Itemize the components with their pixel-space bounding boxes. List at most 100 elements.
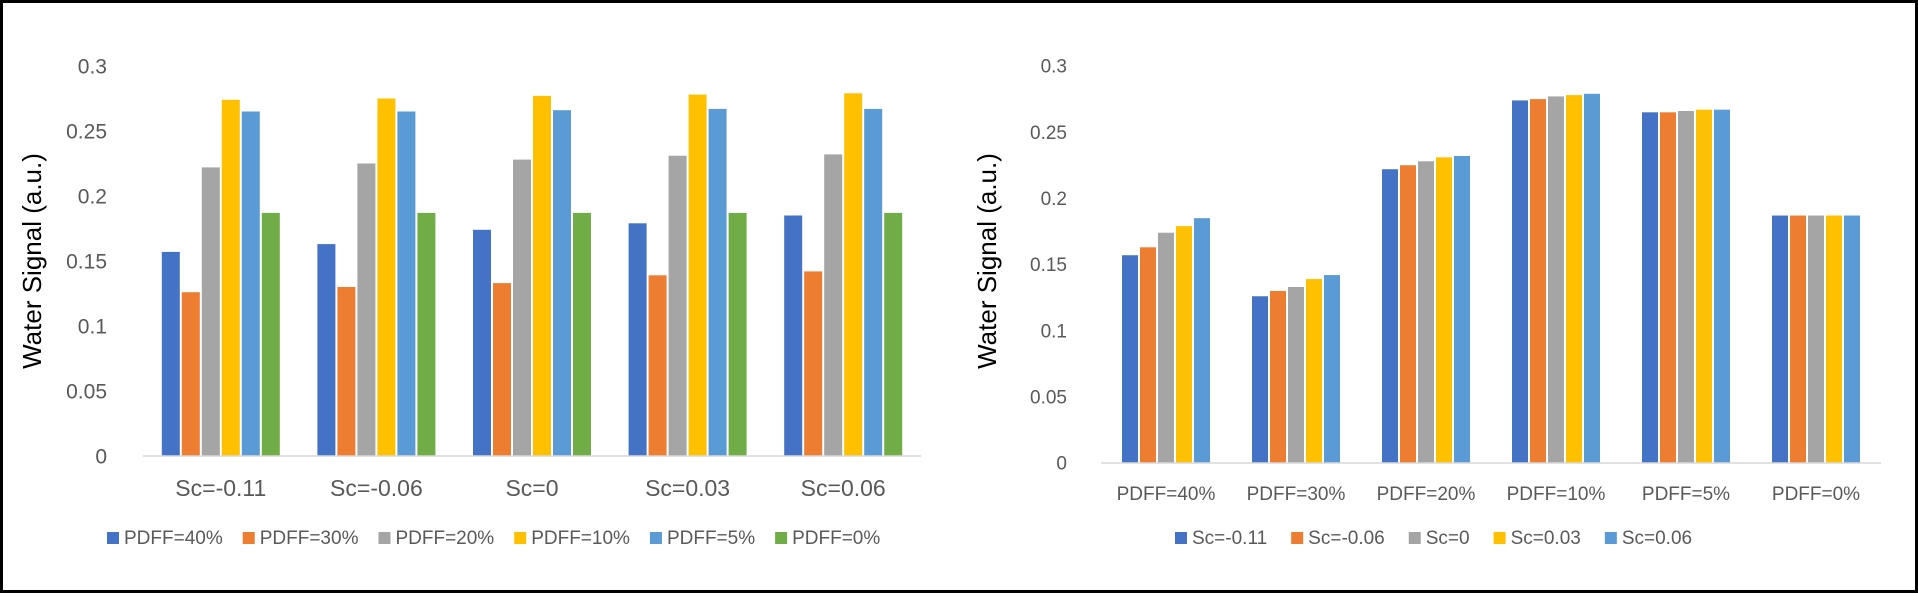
bar-pdff0-3 — [728, 212, 747, 456]
bar-sc0.06-2 — [1454, 155, 1470, 463]
x-tick-label: PDFF=30% — [1247, 484, 1346, 505]
chart-left: 0 0.05 0.1 0.15 0.2 0.25 0.3 Water Signal (a.u.… — [17, 55, 921, 549]
bar-pdff10-1 — [377, 98, 396, 456]
bar-sc0-0 — [1158, 232, 1174, 463]
bar-sc-0.11-1 — [1252, 296, 1268, 463]
bar-pdff30-1 — [337, 287, 356, 456]
bar-sc-0.06-3 — [1530, 99, 1546, 463]
bar-sc0.06-5 — [1844, 215, 1860, 463]
legend-label: PDFF=0% — [792, 528, 880, 549]
bar-pdff20-2 — [513, 159, 531, 456]
y-tick-label: 0.3 — [78, 55, 107, 78]
y-tick-label: 0.15 — [1030, 255, 1067, 276]
legend-swatch — [649, 532, 662, 544]
bar-pdff40-1 — [317, 244, 336, 456]
bar-sc-0.06-2 — [1400, 165, 1416, 463]
y-tick-label: 0.25 — [66, 120, 107, 143]
bar-sc-0.11-3 — [1512, 100, 1528, 463]
bar-sc0-3 — [1548, 96, 1564, 463]
bar-pdff30-2 — [493, 283, 511, 456]
y-tick-label: 0.25 — [1030, 123, 1067, 144]
x-tick-label: PDFF=40% — [1117, 484, 1216, 505]
legend-label: PDFF=40% — [124, 528, 223, 549]
bar-pdff5-4 — [864, 108, 883, 457]
legend-label: Sc=-0.06 — [1308, 528, 1385, 549]
legend-swatch — [242, 532, 255, 544]
legend-swatch — [378, 532, 391, 544]
bar-sc0-2 — [1418, 161, 1434, 463]
legend-swatch — [775, 532, 788, 544]
y-tick-label: 0 — [1056, 454, 1067, 475]
y-tick-label: 0.1 — [1041, 321, 1067, 342]
legend-swatch — [1408, 532, 1421, 544]
bar-pdff30-4 — [804, 271, 823, 456]
bar-sc0.03-3 — [1566, 95, 1582, 463]
bar-pdff20-3 — [668, 155, 687, 456]
bar-pdff10-2 — [533, 95, 551, 457]
bar-sc-0.11-4 — [1642, 112, 1658, 464]
legend-label: PDFF=20% — [395, 528, 494, 549]
y-axis-title: Water Signal (a.u.) — [972, 153, 1002, 369]
y-tick-label: 0.2 — [78, 185, 107, 208]
bar-pdff0-2 — [573, 212, 591, 456]
bar-pdff5-3 — [708, 108, 727, 457]
y-axis-title: Water Signal (a.u.) — [17, 153, 47, 369]
bar-sc0-4 — [1678, 110, 1694, 463]
legend-swatch — [1291, 532, 1304, 544]
bar-pdff20-1 — [357, 163, 376, 456]
bar-pdff30-3 — [648, 275, 667, 456]
bar-pdff0-0 — [261, 212, 280, 456]
legend-label: Sc=0.03 — [1511, 528, 1581, 549]
y-tick-label: 0.1 — [78, 315, 107, 338]
bar-sc0.06-0 — [1194, 218, 1210, 463]
bar-sc-0.06-0 — [1140, 247, 1156, 463]
bar-sc-0.06-4 — [1660, 112, 1676, 464]
bar-pdff40-4 — [784, 215, 803, 456]
chart-right: 0 0.05 0.1 0.15 0.2 0.25 0.3 Water Signal (a.u.… — [972, 57, 1881, 549]
y-tick-label: 0.3 — [1041, 57, 1067, 78]
bar-pdff40-3 — [628, 223, 647, 456]
legend-swatch — [107, 532, 119, 544]
x-tick-label: Sc=0.06 — [801, 475, 886, 501]
legend-swatch — [1175, 532, 1187, 544]
legend-label: Sc=0.06 — [1622, 528, 1692, 549]
bar-sc-0.11-2 — [1382, 169, 1398, 463]
y-tick-label: 0.15 — [66, 250, 107, 273]
legend-swatch — [514, 532, 527, 544]
bar-pdff20-4 — [824, 154, 843, 456]
bar-sc0.06-3 — [1584, 93, 1600, 463]
bar-pdff20-0 — [201, 167, 220, 456]
bar-sc0.06-1 — [1324, 275, 1340, 463]
x-tick-label: PDFF=5% — [1642, 484, 1730, 505]
legend-swatch — [1493, 532, 1506, 544]
bar-pdff40-2 — [473, 229, 491, 456]
bar-pdff40-0 — [161, 251, 180, 456]
bar-sc-0.06-1 — [1270, 290, 1286, 463]
x-tick-label: PDFF=10% — [1507, 484, 1606, 505]
bar-sc0.03-0 — [1176, 226, 1192, 463]
bar-sc0.03-5 — [1826, 215, 1842, 463]
bar-sc0-5 — [1808, 215, 1824, 463]
legend-label: Sc=0 — [1426, 528, 1470, 549]
bar-sc0.03-2 — [1436, 157, 1452, 463]
bar-pdff0-1 — [417, 212, 436, 456]
x-tick-label: PDFF=20% — [1377, 484, 1476, 505]
legend-label: PDFF=10% — [531, 528, 630, 549]
bar-sc0.06-4 — [1714, 109, 1730, 464]
bar-pdff5-1 — [397, 111, 416, 456]
bar-sc-0.11-0 — [1122, 255, 1138, 463]
bar-sc0.03-4 — [1696, 109, 1712, 464]
y-tick-label: 0.05 — [66, 380, 107, 403]
bar-pdff30-0 — [181, 292, 200, 456]
y-tick-label: 0.05 — [1030, 387, 1067, 408]
x-tick-label: Sc=-0.11 — [175, 475, 266, 501]
bar-pdff0-4 — [884, 212, 903, 456]
bar-sc0-1 — [1288, 286, 1304, 463]
legend-swatch — [1604, 532, 1617, 544]
bar-pdff10-3 — [688, 94, 707, 456]
x-tick-label: Sc=0 — [505, 475, 558, 501]
bar-sc-0.11-5 — [1772, 215, 1788, 463]
legend-label: PDFF=30% — [260, 528, 359, 549]
bar-pdff5-2 — [553, 110, 571, 456]
